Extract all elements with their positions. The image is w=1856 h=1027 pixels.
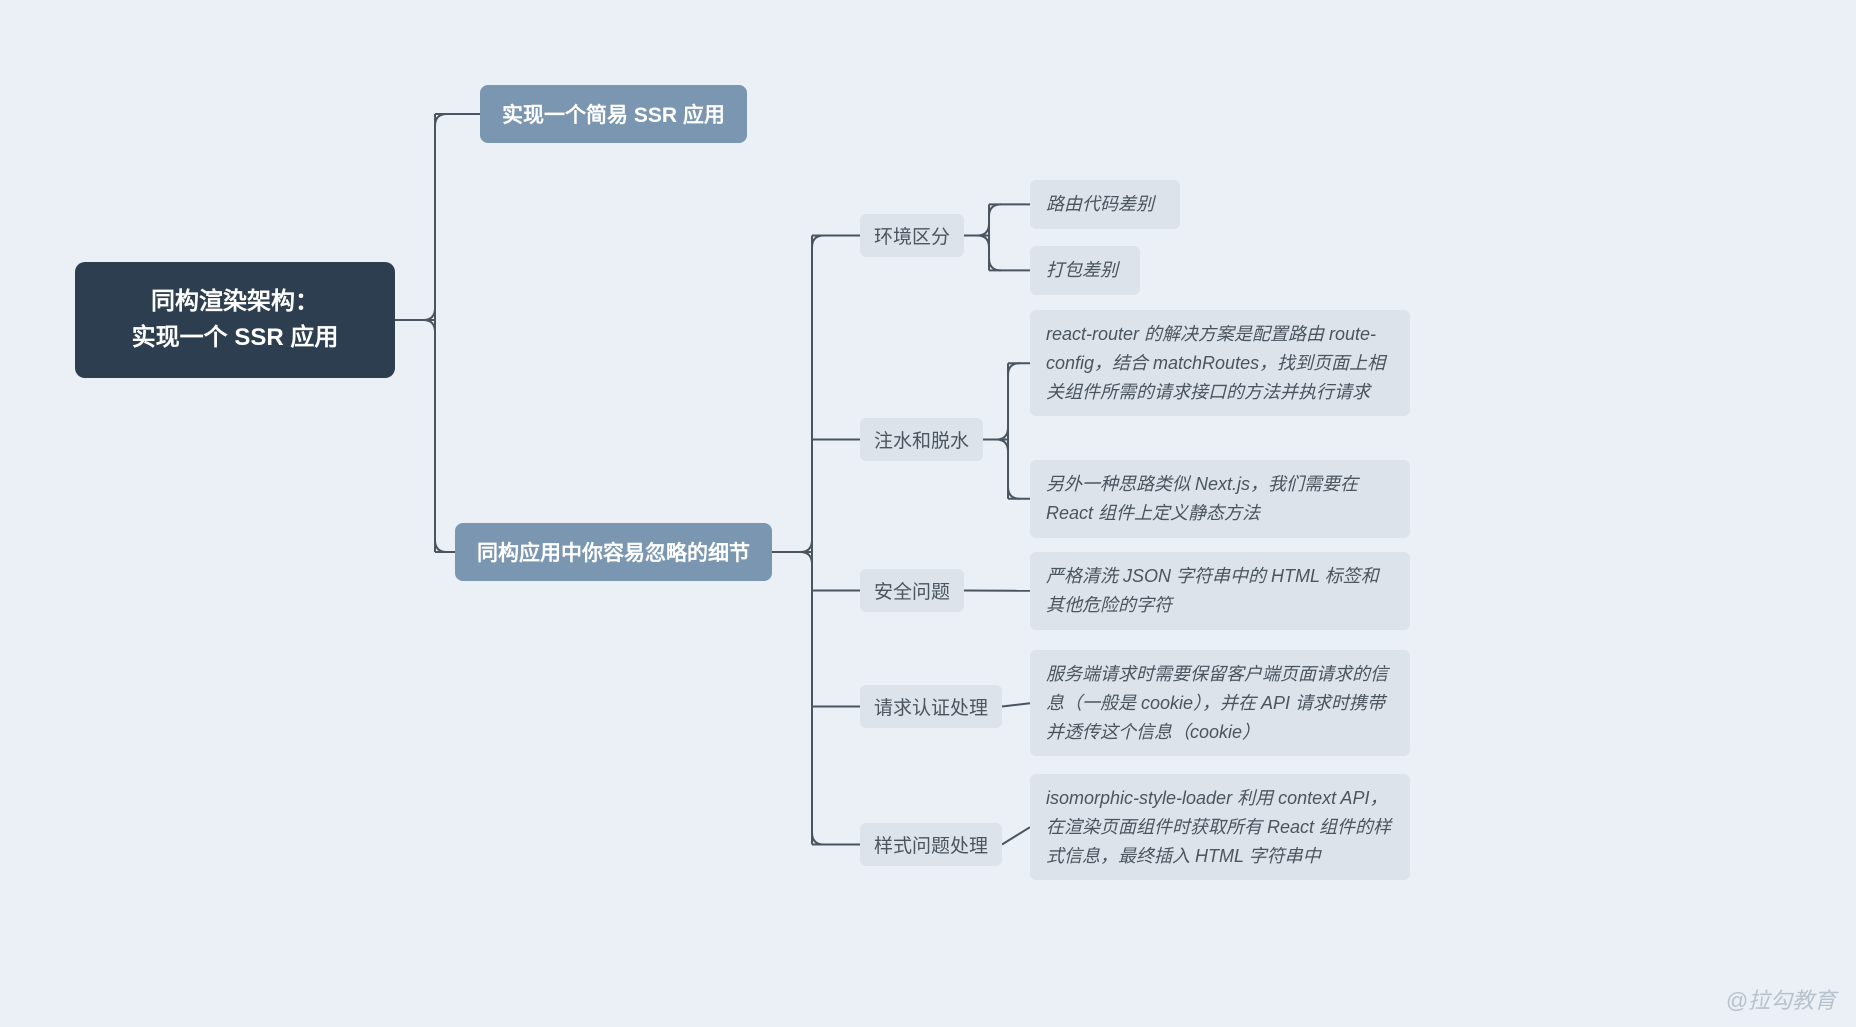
root-node: 同构渲染架构： 实现一个 SSR 应用 bbox=[75, 262, 395, 378]
sub-s1: 环境区分 bbox=[860, 214, 964, 257]
leaf-l3: react-router 的解决方案是配置路由 route-config，结合 … bbox=[1030, 310, 1410, 416]
branch-b2: 同构应用中你容易忽略的细节 bbox=[455, 523, 772, 581]
leaf-l1: 路由代码差别 bbox=[1030, 180, 1180, 229]
connector-layer bbox=[0, 0, 1856, 1027]
sub-s3: 安全问题 bbox=[860, 569, 964, 612]
leaf-l7: isomorphic-style-loader 利用 context API，在… bbox=[1030, 774, 1410, 880]
leaf-l4: 另外一种思路类似 Next.js，我们需要在 React 组件上定义静态方法 bbox=[1030, 460, 1410, 538]
root-line1: 同构渲染架构： bbox=[151, 288, 319, 315]
root-line2: 实现一个 SSR 应用 bbox=[132, 324, 339, 351]
leaf-l5: 严格清洗 JSON 字符串中的 HTML 标签和其他危险的字符 bbox=[1030, 552, 1410, 630]
sub-s5: 样式问题处理 bbox=[860, 823, 1002, 866]
sub-s2: 注水和脱水 bbox=[860, 418, 983, 461]
watermark: @拉勾教育 bbox=[1726, 983, 1836, 1015]
leaf-l2: 打包差别 bbox=[1030, 246, 1140, 295]
sub-s4: 请求认证处理 bbox=[860, 685, 1002, 728]
branch-b1: 实现一个简易 SSR 应用 bbox=[480, 85, 747, 143]
leaf-l6: 服务端请求时需要保留客户端页面请求的信息（一般是 cookie），并在 API … bbox=[1030, 650, 1410, 756]
